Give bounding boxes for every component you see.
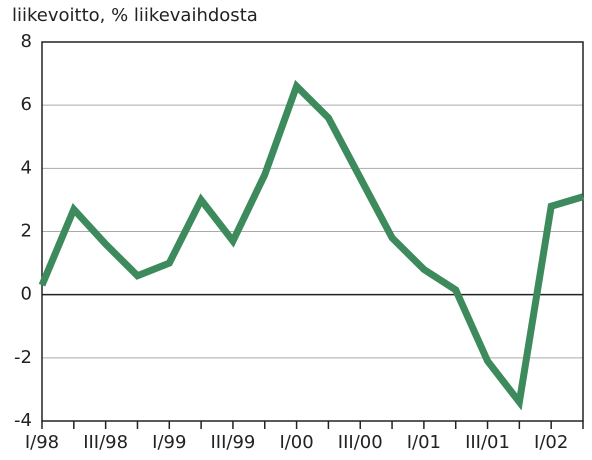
y-tick-label: 8: [21, 31, 32, 52]
x-tick-label: III/98: [83, 432, 128, 453]
x-tick-label: III/99: [210, 432, 255, 453]
x-tick-label: III/00: [338, 432, 383, 453]
x-tick-label: I/98: [25, 432, 59, 453]
data-line: [38, 79, 584, 411]
y-tick-label: 2: [21, 221, 32, 242]
x-tick-label: I/00: [279, 432, 313, 453]
x-tick-label: I/02: [534, 432, 568, 453]
x-tick-label: I/01: [407, 432, 441, 453]
y-tick-label: -4: [14, 410, 32, 431]
x-tick-label: III/01: [465, 432, 510, 453]
plot-frame: [41, 41, 584, 422]
y-tick-label: 6: [21, 94, 32, 115]
y-tick-label: -2: [14, 347, 32, 368]
y-axis-label: liikevoitto, % liikevaihdosta: [12, 5, 258, 26]
y-tick-label: 4: [21, 157, 32, 178]
y-tick-label: 0: [21, 284, 32, 305]
x-tick-label: I/99: [152, 432, 186, 453]
